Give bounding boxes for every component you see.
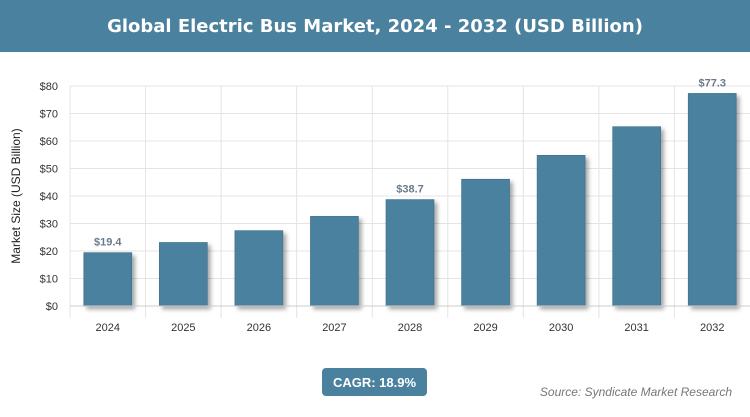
bar [687,93,737,307]
data-label: $19.4 [94,237,122,249]
data-label: $77.3 [698,77,726,89]
y-tick-label: $70 [40,109,58,121]
x-tick-label: 2030 [549,322,573,334]
y-tick-label: $40 [40,191,58,203]
y-tick-label: $20 [40,246,58,258]
cagr-badge: CAGR: 18.9% [322,368,427,396]
y-tick-label: $10 [40,274,58,286]
bar [310,216,359,307]
bar [385,199,435,307]
bar [536,155,586,307]
bar [461,178,510,307]
bar [612,126,661,307]
x-tick-label: 2027 [322,322,346,334]
x-tick-label: 2032 [700,322,724,334]
x-tick-label: 2028 [398,322,422,334]
x-tick-label: 2024 [96,322,120,334]
y-tick-label: $30 [40,219,58,231]
bar [234,230,284,307]
y-axis-label: Market Size (USD Billion) [9,128,23,263]
y-tick-label: $60 [40,136,58,148]
x-tick-label: 2025 [171,322,195,334]
y-tick-label: $50 [40,164,58,176]
y-tick-label: $80 [40,81,58,93]
source-note: Source: Syndicate Market Research [539,385,732,399]
bar [159,242,208,307]
y-tick-label: $0 [46,301,58,313]
x-tick-label: 2031 [624,322,648,334]
x-tick-label: 2029 [473,322,497,334]
chart-title: Global Electric Bus Market, 2024 - 2032 … [0,0,750,52]
x-tick-label: 2026 [247,322,271,334]
bar [83,252,133,307]
data-label: $38.7 [396,184,424,196]
bar-chart: $0 $10 $20 $30 $40 $50 $60 $70 $80 2024 $19.4 2025 2… [9,77,750,334]
